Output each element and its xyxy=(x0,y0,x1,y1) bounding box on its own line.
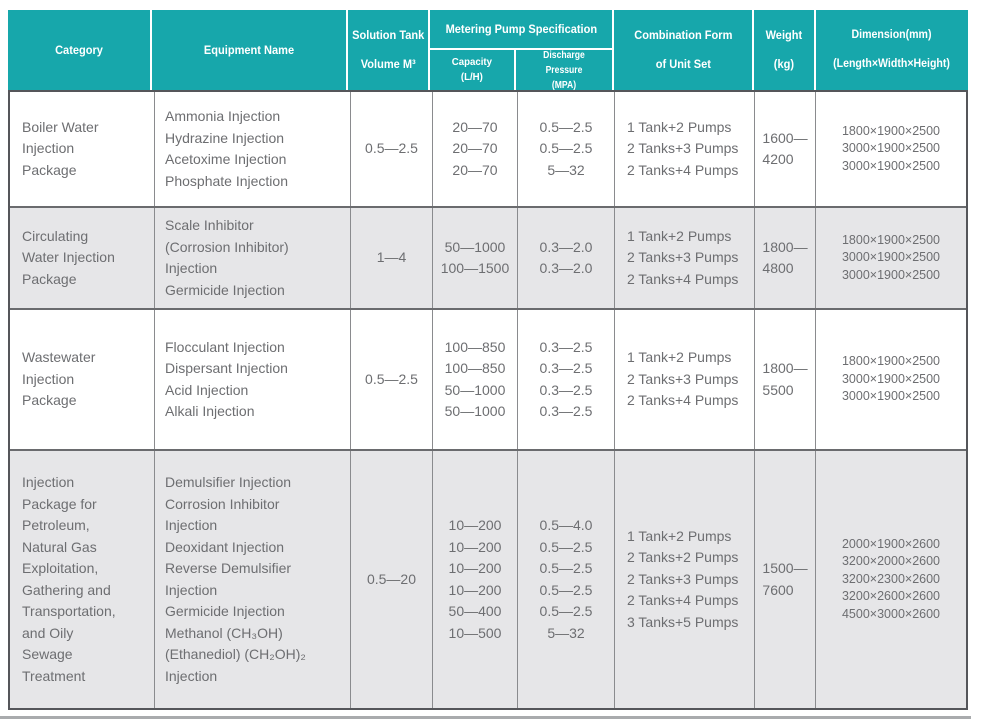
header-solution-tank-volume: Solution Tank Volume M³ xyxy=(348,10,428,90)
combination-cell: 1 Tank+2 Pumps 2 Tanks+3 Pumps 2 Tanks+4… xyxy=(614,310,754,449)
header-metering-pump-spec: Metering Pump Specification xyxy=(430,10,612,48)
discharge-cell: 0.3—2.5 0.3—2.5 0.3—2.5 0.3—2.5 xyxy=(517,310,614,449)
combination-cell: 1 Tank+2 Pumps 2 Tanks+3 Pumps 2 Tanks+4… xyxy=(614,92,754,206)
capacity-cell: 20—70 20—70 20—70 xyxy=(432,92,517,206)
discharge-cell: 0.5—4.0 0.5—2.5 0.5—2.5 0.5—2.5 0.5—2.5 … xyxy=(517,451,614,708)
dimension-cell: 1800×1900×2500 3000×1900×2500 3000×1900×… xyxy=(815,208,966,308)
table-row-circulating-water: Circulating Water Injection Package Scal… xyxy=(10,206,966,308)
page-bottom-shadow xyxy=(0,716,971,719)
category-cell: Wastewater Injection Package xyxy=(22,349,96,409)
table-header: Category Equipment Name Solution Tank Vo… xyxy=(8,10,968,90)
weight-cell: 1500— 7600 xyxy=(754,451,815,708)
capacity-cell: 100—850 100—850 50—1000 50—1000 xyxy=(432,310,517,449)
dimension-cell: 1800×1900×2500 3000×1900×2500 3000×1900×… xyxy=(815,92,966,206)
tank-volume-cell: 0.5—20 xyxy=(350,451,432,708)
header-discharge-pressure: Discharge Pressure (MPA) xyxy=(516,50,612,90)
weight-cell: 1800— 4800 xyxy=(754,208,815,308)
dimension-cell: 1800×1900×2500 3000×1900×2500 3000×1900×… xyxy=(815,310,966,449)
weight-cell: 1600— 4200 xyxy=(754,92,815,206)
table-row-petroleum-injection: Injection Package for Petroleum, Natural… xyxy=(10,449,966,708)
header-combination-form: Combination Form of Unit Set xyxy=(614,10,752,90)
weight-cell: 1800— 5500 xyxy=(754,310,815,449)
table-body: Boiler Water Injection Package Ammonia I… xyxy=(8,90,968,710)
capacity-cell: 50—1000 100—1500 xyxy=(432,208,517,308)
combination-cell: 1 Tank+2 Pumps 2 Tanks+2 Pumps 2 Tanks+3… xyxy=(614,451,754,708)
equipment-cell: Demulsifier Injection Corrosion Inhibito… xyxy=(154,451,350,708)
category-cell: Circulating Water Injection Package xyxy=(22,227,115,287)
header-weight: Weight (kg) xyxy=(754,10,814,90)
equipment-spec-table: Category Equipment Name Solution Tank Vo… xyxy=(8,10,968,710)
tank-volume-cell: 0.5—2.5 xyxy=(350,310,432,449)
category-cell: Boiler Water Injection Package xyxy=(22,118,99,178)
tank-volume-cell: 0.5—2.5 xyxy=(350,92,432,206)
discharge-cell: 0.3—2.0 0.3—2.0 xyxy=(517,208,614,308)
header-equipment-name: Equipment Name xyxy=(152,10,346,90)
tank-volume-cell: 1—4 xyxy=(350,208,432,308)
header-category: Category xyxy=(8,10,150,90)
header-capacity: Capacity (L/H) xyxy=(430,50,514,90)
capacity-cell: 10—200 10—200 10—200 10—200 50—400 10—50… xyxy=(432,451,517,708)
category-cell: Injection Package for Petroleum, Natural… xyxy=(22,474,116,684)
equipment-cell: Flocculant Injection Dispersant Injectio… xyxy=(154,310,350,449)
header-dimension: Dimension(mm) (Length×Width×Height) xyxy=(816,10,968,90)
equipment-cell: Ammonia Injection Hydrazine Injection Ac… xyxy=(154,92,350,206)
discharge-cell: 0.5—2.5 0.5—2.5 5—32 xyxy=(517,92,614,206)
table-row-boiler-water: Boiler Water Injection Package Ammonia I… xyxy=(10,92,966,206)
table-row-wastewater: Wastewater Injection Package Flocculant … xyxy=(10,308,966,449)
equipment-cell: Scale Inhibitor (Corrosion Inhibitor) In… xyxy=(154,208,350,308)
combination-cell: 1 Tank+2 Pumps 2 Tanks+3 Pumps 2 Tanks+4… xyxy=(614,208,754,308)
dimension-cell: 2000×1900×2600 3200×2000×2600 3200×2300×… xyxy=(815,451,966,708)
